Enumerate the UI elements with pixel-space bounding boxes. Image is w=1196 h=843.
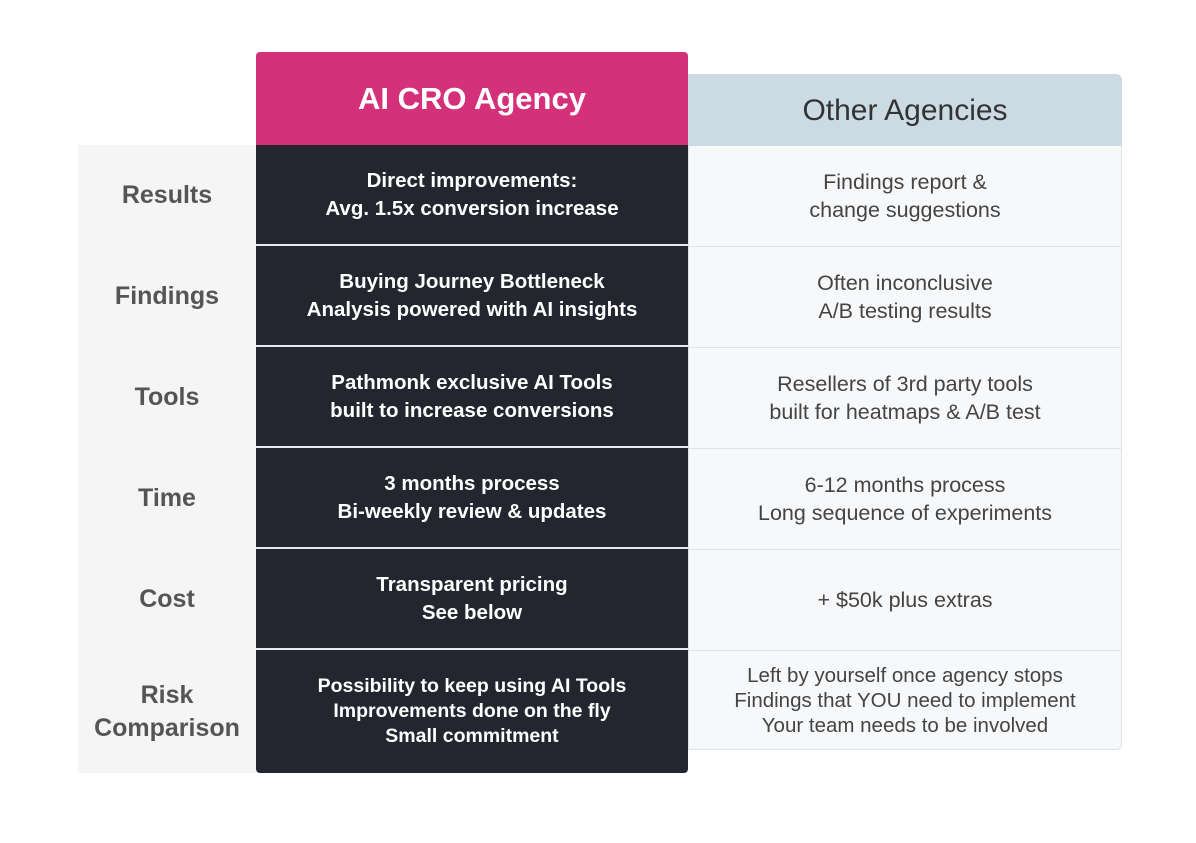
cell-line: 3 months process [384, 471, 560, 495]
header-others: Other Agencies [688, 74, 1122, 147]
header-ours: AI CRO Agency [256, 52, 688, 145]
cell-line: Findings that YOU need to implement [734, 688, 1076, 712]
cell-line: Resellers of 3rd party tools [777, 372, 1033, 396]
cell-line: Buying Journey Bottleneck [339, 269, 605, 293]
cell-line: See below [421, 600, 523, 624]
cell-line: Long sequence of experiments [757, 501, 1053, 525]
cell-line: change suggestions [809, 198, 1001, 222]
cell-line: Tools [134, 383, 200, 411]
header-text: Other Agencies [802, 93, 1008, 127]
ours-cell: Direct improvements: Avg. 1.5x conversion… [256, 145, 688, 246]
cell-line: Results [121, 181, 213, 209]
others-cell: + $50k plus extras [688, 550, 1122, 651]
header-text: AI CRO Agency [358, 80, 586, 116]
cell-line: Comparison [94, 713, 240, 742]
cell-line: Transparent pricing [376, 572, 568, 596]
row-label: Risk Comparison [78, 650, 256, 773]
row-label: Tools [78, 347, 256, 448]
cell-line: Often inconclusive [817, 271, 993, 295]
others-cell: Often inconclusive A/B testing results [688, 247, 1122, 348]
ours-cell: Possibility to keep using AI Tools Improv… [256, 650, 688, 773]
cell-line: Time [138, 484, 196, 512]
others-cell: Left by yourself once agency stops Findin… [688, 651, 1122, 750]
others-cell: 6-12 months process Long sequence of expe… [688, 449, 1122, 550]
others-cell: Findings report & change suggestions [688, 146, 1122, 247]
cell-line: Findings [114, 282, 220, 310]
label-column [78, 145, 256, 773]
ours-cell: Buying Journey Bottleneck Analysis powere… [256, 246, 688, 347]
cell-line: A/B testing results [818, 299, 992, 323]
cell-line: Cost [139, 585, 195, 613]
ours-cell: Transparent pricing See below [256, 549, 688, 650]
cell-line: built to increase conversions [330, 398, 614, 422]
cell-line: Improvements done on the fly [333, 700, 611, 722]
cell-line: Left by yourself once agency stops [747, 663, 1063, 687]
cell-line: Pathmonk exclusive AI Tools [331, 370, 613, 394]
cell-line: Analysis powered with AI insights [306, 297, 638, 321]
cell-line: Bi-weekly review & updates [337, 499, 607, 523]
cell-line: Avg. 1.5x conversion increase [325, 196, 619, 220]
cell-line: + $50k plus extras [817, 588, 993, 612]
row-label: Results [78, 145, 256, 246]
cell-line: Direct improvements: [366, 168, 578, 192]
cell-line: 6-12 months process [804, 473, 1006, 497]
ours-cell: 3 months process Bi-weekly review & updat… [256, 448, 688, 549]
cell-line: Findings report & [823, 170, 987, 194]
cell-line: built for heatmaps & A/B test [769, 400, 1041, 424]
row-label: Time [78, 448, 256, 549]
others-cell: Resellers of 3rd party tools built for he… [688, 348, 1122, 449]
cell-line: Small commitment [385, 725, 559, 747]
cell-line: Your team needs to be involved [761, 713, 1049, 737]
ours-cell: Pathmonk exclusive AI Tools built to incr… [256, 347, 688, 448]
cell-line: Risk [140, 680, 194, 709]
row-label: Cost [78, 549, 256, 650]
cell-line: Possibility to keep using AI Tools [317, 675, 627, 697]
row-label: Findings [78, 246, 256, 347]
